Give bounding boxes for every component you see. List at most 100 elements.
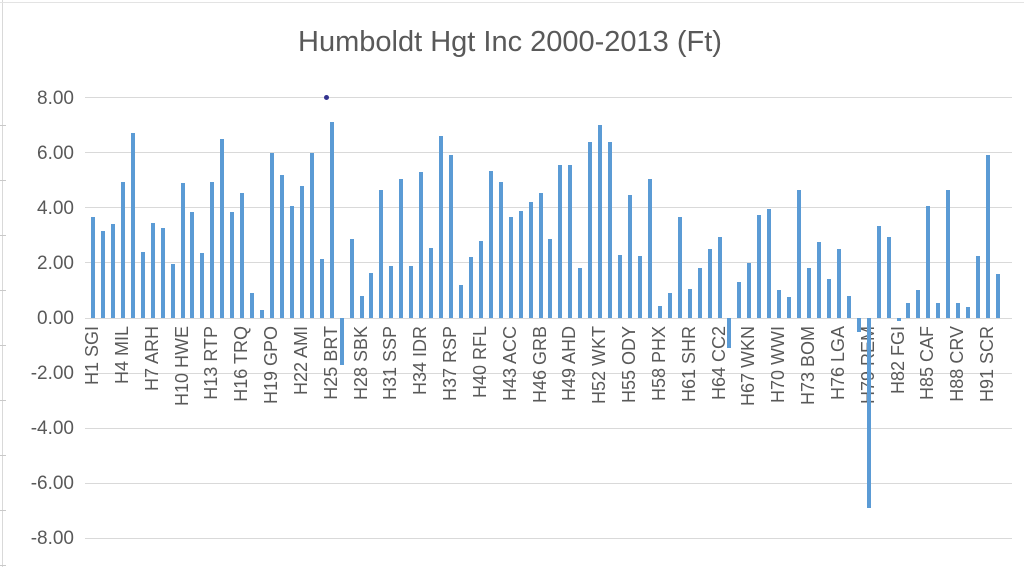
x-axis-tick-label: H52 WKT [589,326,610,405]
bar [548,239,553,318]
bar [289,206,294,318]
bar [866,318,871,509]
bar [240,192,245,318]
bar [797,189,802,318]
frame-left-tick [0,345,6,346]
bar [250,293,255,318]
bar [369,272,374,318]
gridline [85,317,1012,319]
x-axis-tick-label: H16 TRQ [231,326,252,402]
x-axis-tick-label: H34 IDR [410,326,431,396]
x-axis-tick-label: H1 SGI [82,326,102,386]
bar [458,284,463,318]
y-axis-tick-label: 4.00 [37,197,74,219]
bar [110,224,115,318]
bar [379,189,384,318]
bar [508,217,513,318]
frame-left-tick [0,124,6,126]
bar [140,251,145,318]
y-axis-tick-label: 6.00 [37,142,74,164]
stray-point-dot [324,94,330,100]
x-axis-tick-label: H13 RTP [201,326,222,400]
bar [468,257,473,318]
bar [100,231,105,318]
x-axis-tick-label: H85 CAF [917,326,938,401]
bar [936,302,941,318]
bar [319,258,324,318]
bar [946,189,951,318]
bar [339,318,344,365]
frame-left-tick [0,179,6,181]
bar [618,254,623,318]
bar [598,125,603,318]
bar [389,265,394,318]
x-axis-tick-label: H91 SCR [977,326,998,403]
x-axis-tick-label: H49 AHD [559,326,580,402]
frame-left-border [2,0,3,567]
bar [826,279,831,318]
x-axis-tick-label: H67 WKN [738,326,759,407]
bar [498,181,503,318]
gridline [85,482,1012,484]
x-axis-tick-label: H73 BOM [798,326,819,406]
bar [439,136,444,318]
bar [856,318,861,332]
y-axis-tick-label: -8.00 [30,528,74,550]
bar [349,239,354,318]
bar [180,182,185,318]
bar [329,122,334,318]
bar [956,302,961,318]
chart-title: Humboldt Hgt Inc 2000-2013 (Ft) [298,26,722,58]
bar [190,211,195,318]
bar [588,141,593,318]
x-axis-tick-label: H28 SBK [350,326,371,401]
bar [767,209,772,318]
bar [160,228,165,318]
bar [976,255,981,318]
bar [876,225,881,318]
y-axis-tick-label: -6.00 [30,473,74,495]
bar [279,174,284,318]
bar [896,318,901,321]
bar [787,297,792,318]
bar [846,295,851,318]
x-axis-tick-label: H25 BRT [320,326,341,400]
frame-left-tick [0,565,6,567]
bar [816,242,821,318]
bar [478,240,483,318]
frame-left-tick [0,455,6,457]
x-axis-tick-label: H88 CRV [947,326,968,402]
frame-left-tick [0,289,6,291]
frame-left-tick [0,510,6,512]
x-axis-tick-label: H58 PHX [648,326,669,402]
bar [429,247,434,318]
x-axis-tick-label: H19 GPO [261,326,281,405]
x-axis-tick-label: H61 SHR [678,326,699,403]
bar [150,222,155,318]
bar [230,211,235,318]
bar [886,236,891,318]
bar [359,295,364,318]
bar [409,265,414,318]
x-axis-tick-label: H22 AMI [290,326,311,396]
bar [747,262,752,318]
x-axis-tick-label: H46 GRB [529,326,550,404]
x-axis-tick-label: H37 RSP [440,326,461,402]
y-axis-tick-label: 2.00 [37,252,74,274]
bar [916,290,921,318]
x-axis-tick-label: H40 RFL [469,326,490,399]
x-axis-tick-label: H7 ARH [141,326,162,392]
bar [707,249,712,318]
x-axis-tick-label: H82 FGI [887,326,908,395]
x-axis-tick-label: H70 WWI [768,326,789,404]
bar [995,273,1000,318]
bar [906,302,911,318]
x-axis-tick-label: H64 CC2 [708,326,729,401]
frame-left-tick [0,400,6,402]
bar [528,202,533,318]
x-axis-tick-label: H31 SSP [380,326,401,401]
x-axis-tick-label: H4 MIL [111,326,132,385]
bar [677,217,682,318]
gridline [85,152,1012,154]
bar [449,155,454,318]
